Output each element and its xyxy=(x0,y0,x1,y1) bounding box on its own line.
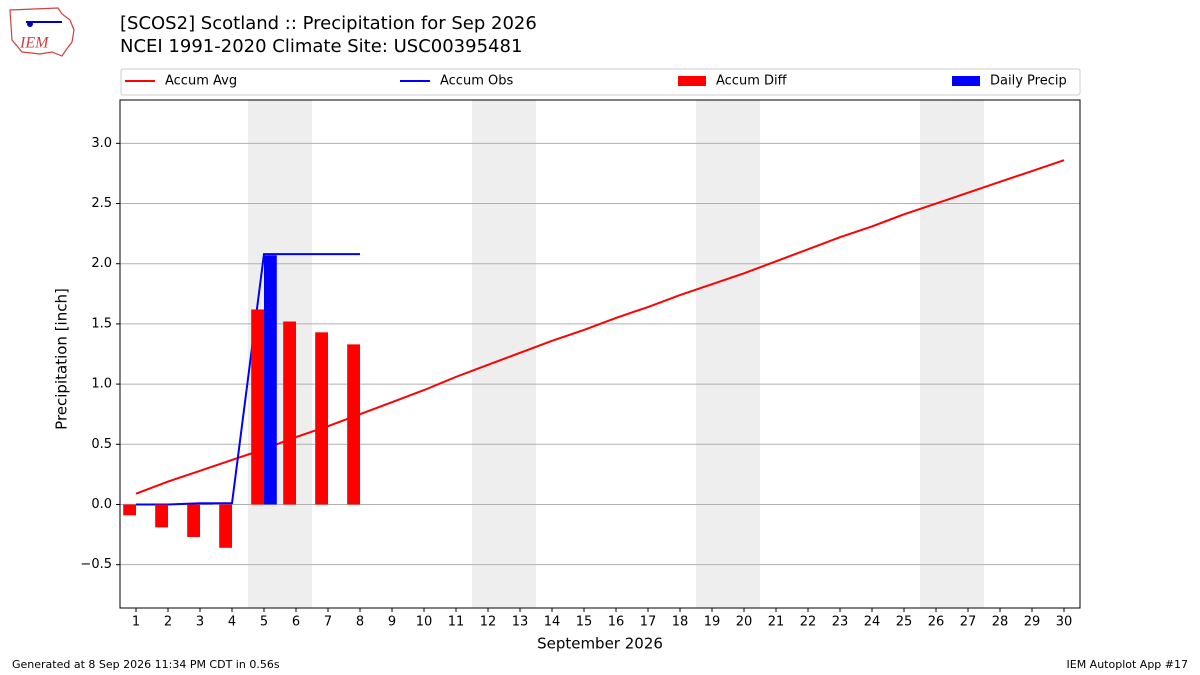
x-tick-label: 5 xyxy=(260,615,268,630)
x-tick-label: 9 xyxy=(388,615,396,630)
x-tick-label: 1 xyxy=(132,615,140,630)
bar xyxy=(347,344,360,505)
y-tick-label: 3.0 xyxy=(91,136,112,151)
y-tick-label: 2.0 xyxy=(91,256,112,271)
y-tick-label: 2.5 xyxy=(91,196,112,211)
x-tick-label: 19 xyxy=(704,615,721,630)
legend-label: Daily Precip xyxy=(990,74,1067,89)
x-tick-label: 30 xyxy=(1056,615,1073,630)
bar xyxy=(187,504,200,537)
x-tick-label: 12 xyxy=(480,615,497,630)
x-tick-label: 15 xyxy=(576,615,593,630)
x-tick-label: 16 xyxy=(608,615,625,630)
y-tick-label: 1.5 xyxy=(91,316,112,331)
plot-frame xyxy=(119,99,1081,609)
x-tick-label: 17 xyxy=(640,615,657,630)
x-tick-label: 3 xyxy=(196,615,204,630)
legend-label: Accum Diff xyxy=(716,74,788,89)
logo-outline xyxy=(9,7,75,57)
chart-title: [SCOS2] Scotland :: Precipitation for Se… xyxy=(120,13,537,34)
bar xyxy=(251,309,264,505)
x-tick-label: 4 xyxy=(228,615,236,630)
x-tick-label: 6 xyxy=(292,615,300,630)
x-tick-label: 27 xyxy=(960,615,977,630)
x-tick-label: 29 xyxy=(1024,615,1041,630)
y-tick-label: 1.0 xyxy=(91,377,112,392)
line xyxy=(136,253,360,506)
x-tick-label: 8 xyxy=(356,615,364,630)
bar xyxy=(219,504,232,548)
x-axis-label: September 2026 xyxy=(537,635,663,653)
legend-label: Accum Obs xyxy=(440,74,513,89)
legend xyxy=(120,68,1081,96)
x-tick-label: 2 xyxy=(164,615,172,630)
logo: IEM xyxy=(9,7,75,57)
bar xyxy=(315,332,328,505)
bar xyxy=(283,321,296,505)
footer-left: Generated at 8 Sep 2026 11:34 PM CDT in … xyxy=(12,658,280,671)
x-tick-label: 10 xyxy=(416,615,433,630)
x-tick-label: 21 xyxy=(768,615,785,630)
x-tick-label: 22 xyxy=(800,615,817,630)
footer-right: IEM Autoplot App #17 xyxy=(1067,658,1189,671)
x-tick-label: 25 xyxy=(896,615,913,630)
legend-label: Accum Avg xyxy=(165,74,237,89)
bar xyxy=(200,503,213,505)
logo-text: IEM xyxy=(19,35,50,52)
logo-dot xyxy=(27,21,33,27)
bar xyxy=(155,504,168,528)
x-tick-label: 11 xyxy=(448,615,465,630)
x-tick-label: 13 xyxy=(512,615,529,630)
x-tick-label: 23 xyxy=(832,615,849,630)
legend-swatch xyxy=(678,76,706,86)
y-axis-label: Precipitation [inch] xyxy=(53,288,71,430)
x-tick-label: 26 xyxy=(928,615,945,630)
x-tick-label: 20 xyxy=(736,615,753,630)
bar xyxy=(123,504,136,516)
x-tick-label: 18 xyxy=(672,615,689,630)
x-tick-label: 28 xyxy=(992,615,1009,630)
x-tick-label: 7 xyxy=(324,615,332,630)
y-tick-label: 0.5 xyxy=(91,437,112,452)
weekend-band xyxy=(472,100,536,608)
y-tick-label: −0.5 xyxy=(80,557,112,572)
x-tick-label: 14 xyxy=(544,615,561,630)
bar xyxy=(264,255,277,505)
x-tick-label: 24 xyxy=(864,615,881,630)
y-tick-label: 0.0 xyxy=(91,497,112,512)
weekend-band xyxy=(920,100,984,608)
chart-subtitle: NCEI 1991-2020 Climate Site: USC00395481 xyxy=(120,36,522,57)
weekend-band xyxy=(696,100,760,608)
legend-swatch xyxy=(952,76,980,86)
